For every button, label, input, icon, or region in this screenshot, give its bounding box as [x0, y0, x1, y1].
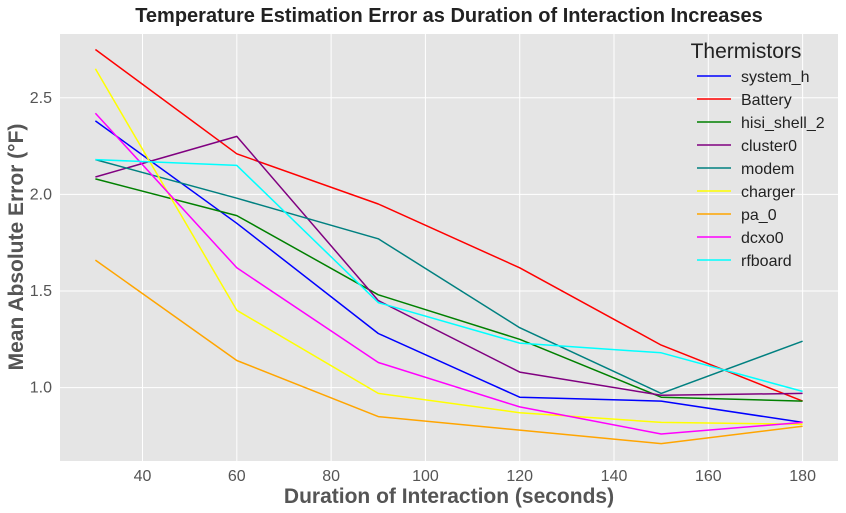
series-line-dcxo0 [94, 112, 803, 435]
series-line-rfboard [95, 158, 803, 393]
legend-label: dcxo0 [741, 230, 784, 247]
legend-item: rfboard [697, 253, 792, 270]
legend-label: hisi_shell_2 [741, 115, 825, 132]
y-tick-label: 2.0 [30, 186, 52, 203]
x-axis-label: Duration of Interaction (seconds) [284, 485, 614, 508]
series-line-pa-0 [94, 259, 803, 445]
legend-label: pa_0 [741, 207, 777, 224]
y-tick-label: 1.5 [30, 283, 52, 300]
legend-item: charger [697, 184, 796, 201]
grid-lines [60, 34, 838, 461]
x-tick-label: 60 [228, 468, 246, 485]
series-line-charger [94, 68, 803, 426]
legend-item: Battery [697, 92, 792, 109]
legend-item: hisi_shell_2 [697, 115, 825, 132]
x-tick-label: 120 [506, 468, 533, 485]
y-tick-label: 2.5 [30, 90, 52, 107]
legend-item: cluster0 [697, 138, 797, 155]
series-line-system-h [94, 120, 803, 424]
y-axis-label: Mean Absolute Error (°F) [5, 124, 28, 371]
x-tick-label: 140 [601, 468, 628, 485]
x-tick-label: 80 [322, 468, 340, 485]
legend-title: Thermistors [691, 40, 802, 63]
legend-label: rfboard [741, 253, 792, 270]
legend-label: Battery [741, 92, 792, 109]
y-tick-labels: 1.0 1.5 2.0 2.5 [30, 90, 52, 397]
y-tick-label: 1.0 [30, 380, 52, 397]
series-line-cluster0 [95, 135, 803, 397]
series-lines [94, 48, 803, 445]
legend-item: modem [697, 161, 794, 178]
x-tick-label: 160 [695, 468, 722, 485]
chart-title: Temperature Estimation Error as Duration… [135, 5, 763, 27]
x-tick-label: 40 [134, 468, 152, 485]
x-tick-labels: 40 60 80 100 120 140 160 180 [134, 468, 816, 485]
legend-label: cluster0 [741, 138, 797, 155]
series-line-modem [95, 158, 803, 395]
x-tick-label: 180 [789, 468, 816, 485]
legend-label: system_h [741, 69, 809, 86]
legend-item: pa_0 [697, 207, 777, 224]
legend-label: modem [741, 161, 794, 178]
series-line-battery [94, 48, 803, 402]
x-tick-label: 100 [412, 468, 439, 485]
series-line-hisi-shell-2 [95, 178, 803, 402]
legend-label: charger [741, 184, 796, 201]
legend-item: system_h [697, 69, 809, 86]
legend: Thermistors system_h Battery hisi_shell_2c… [691, 40, 825, 270]
legend-item: dcxo0 [697, 230, 784, 247]
